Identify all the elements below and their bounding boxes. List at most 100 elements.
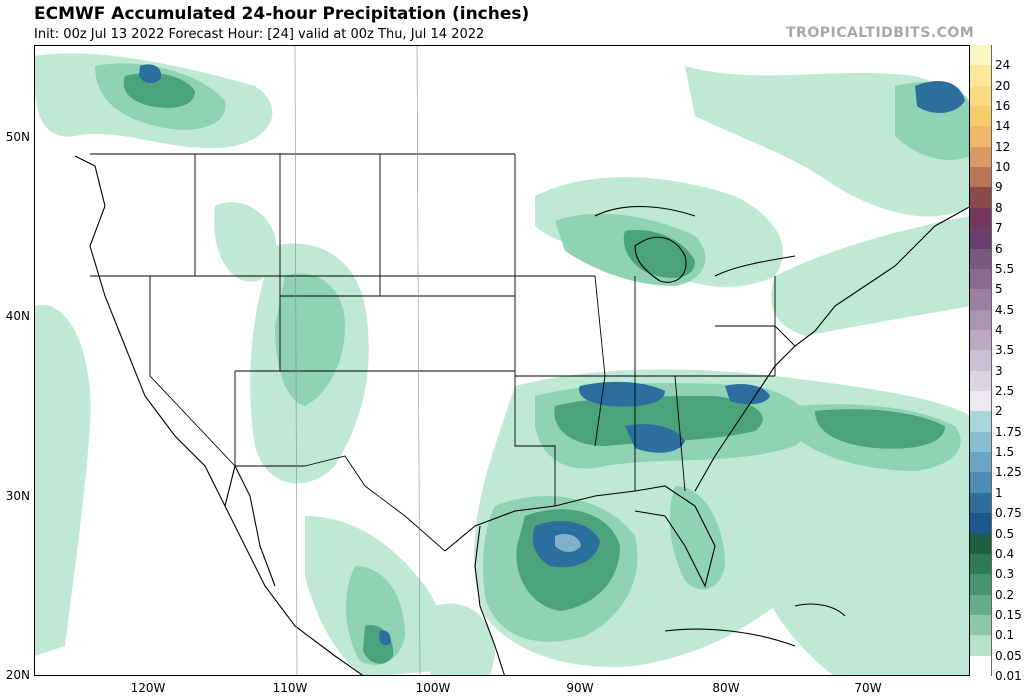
legend-swatch <box>970 248 992 269</box>
legend-swatch <box>970 452 992 473</box>
legend-swatch <box>970 146 992 168</box>
legend-swatch <box>970 635 992 656</box>
legend-swatch <box>970 207 992 229</box>
legend-row: 7 <box>970 207 1022 235</box>
legend-row: 20 <box>970 65 1022 93</box>
legend-row: 1.25 <box>970 452 1022 479</box>
legend-swatch <box>970 85 992 107</box>
legend-swatch <box>970 228 992 249</box>
legend-label: 9 <box>995 180 1003 195</box>
legend-swatch <box>970 106 992 127</box>
legend-row: 0.4 <box>970 533 1022 561</box>
legend-row: 8 <box>970 187 1022 215</box>
legend-swatch <box>970 391 992 412</box>
legend-row: 0.2 <box>970 574 1022 602</box>
legend-row: 9 <box>970 167 1022 194</box>
precip-lightblue-layer <box>555 534 581 552</box>
color-legend: 24 20 16 14 12 10 9 8 7 6 5.5 5 4.5 4 3.5 3 2.5 2 1.75 1.5 1… <box>970 45 1022 683</box>
legend-label: 14 <box>995 119 1011 134</box>
legend-row: 1.75 <box>970 411 1022 439</box>
legend-row: 0.75 <box>970 492 1022 520</box>
lon-label-80w: 80W <box>712 681 740 695</box>
legend-label: 3.5 <box>995 343 1015 358</box>
legend-label: 0.15 <box>995 607 1022 622</box>
legend-row: 24 <box>970 45 1022 72</box>
legend-row: 0.15 <box>970 594 1022 622</box>
legend-label: 24 <box>995 58 1011 73</box>
legend-row: 10 <box>970 146 1022 174</box>
legend-swatch <box>970 350 992 371</box>
lon-label-110w: 110W <box>272 681 308 695</box>
legend-label: 0.1 <box>995 628 1015 643</box>
legend-swatch <box>970 614 992 636</box>
precipitation-map <box>34 45 970 676</box>
graticule <box>294 46 421 675</box>
legend-label: 12 <box>995 139 1011 154</box>
legend-row: 3.5 <box>970 329 1022 357</box>
legend-swatch <box>970 492 992 514</box>
map-subtitle: Init: 00z Jul 13 2022 Forecast Hour: [24… <box>34 27 485 42</box>
legend-row: 0.5 <box>970 513 1022 541</box>
legend-swatch <box>970 594 992 615</box>
legend-row: 3 <box>970 350 1022 378</box>
legend-row: 2 <box>970 391 1022 418</box>
legend-label: 4 <box>995 322 1003 337</box>
legend-swatch <box>970 655 992 676</box>
legend-label: 0.01 <box>995 668 1022 683</box>
legend-label: 0.5 <box>995 526 1015 541</box>
legend-swatch <box>970 431 992 453</box>
legend-row: 4 <box>970 309 1022 337</box>
lat-label-30n: 30N <box>5 489 30 503</box>
legend-label: 6 <box>995 241 1003 256</box>
legend-row: 5.5 <box>970 248 1022 276</box>
legend-row: 1 <box>970 472 1022 500</box>
map-title: ECMWF Accumulated 24-hour Precipitation … <box>34 4 530 24</box>
legend-row: 2.5 <box>970 370 1022 398</box>
legend-row: 14 <box>970 106 1022 133</box>
legend-row: 12 <box>970 126 1022 154</box>
map-canvas <box>35 46 969 675</box>
legend-swatch <box>970 126 992 147</box>
legend-label: 7 <box>995 221 1003 236</box>
legend-label: 10 <box>995 160 1011 175</box>
legend-row: 16 <box>970 85 1022 113</box>
lon-label-70w: 70W <box>854 681 882 695</box>
legend-swatch <box>970 167 992 188</box>
legend-label: 0.2 <box>995 587 1015 602</box>
legend-label: 2 <box>995 404 1003 419</box>
legend-swatch <box>970 370 992 392</box>
legend-label: 1.75 <box>995 424 1022 439</box>
legend-label: 0.75 <box>995 506 1022 521</box>
legend-row: 0.01 <box>970 655 1022 683</box>
lat-label-50n: 50N <box>5 130 30 144</box>
legend-swatch <box>970 329 992 351</box>
legend-label: 5.5 <box>995 261 1015 276</box>
lat-label-40n: 40N <box>5 309 30 323</box>
lon-label-90w: 90W <box>566 681 594 695</box>
precip-blue-layer <box>139 64 965 646</box>
legend-label: 1.25 <box>995 465 1022 480</box>
legend-label: 20 <box>995 78 1011 93</box>
legend-label: 1.5 <box>995 445 1015 460</box>
legend-label: 0.3 <box>995 567 1015 582</box>
legend-row: 5 <box>970 268 1022 296</box>
legend-row: 1.5 <box>970 431 1022 459</box>
legend-swatch <box>970 309 992 330</box>
legend-label: 2.5 <box>995 384 1015 399</box>
legend-row: 0.1 <box>970 614 1022 642</box>
legend-swatch <box>970 45 992 66</box>
state-borders <box>90 153 796 552</box>
legend-label: 8 <box>995 200 1003 215</box>
legend-swatch <box>970 65 992 86</box>
legend-row: 4.5 <box>970 289 1022 317</box>
lat-label-20n: 20N <box>5 668 30 682</box>
coastlines <box>74 155 969 675</box>
legend-swatch <box>970 268 992 290</box>
legend-swatch <box>970 553 992 575</box>
legend-swatch <box>970 187 992 208</box>
legend-swatch <box>970 533 992 554</box>
legend-label: 16 <box>995 99 1011 114</box>
legend-swatch <box>970 574 992 595</box>
site-watermark: TROPICALTIDBITS.COM <box>786 25 975 41</box>
legend-swatch <box>970 472 992 493</box>
